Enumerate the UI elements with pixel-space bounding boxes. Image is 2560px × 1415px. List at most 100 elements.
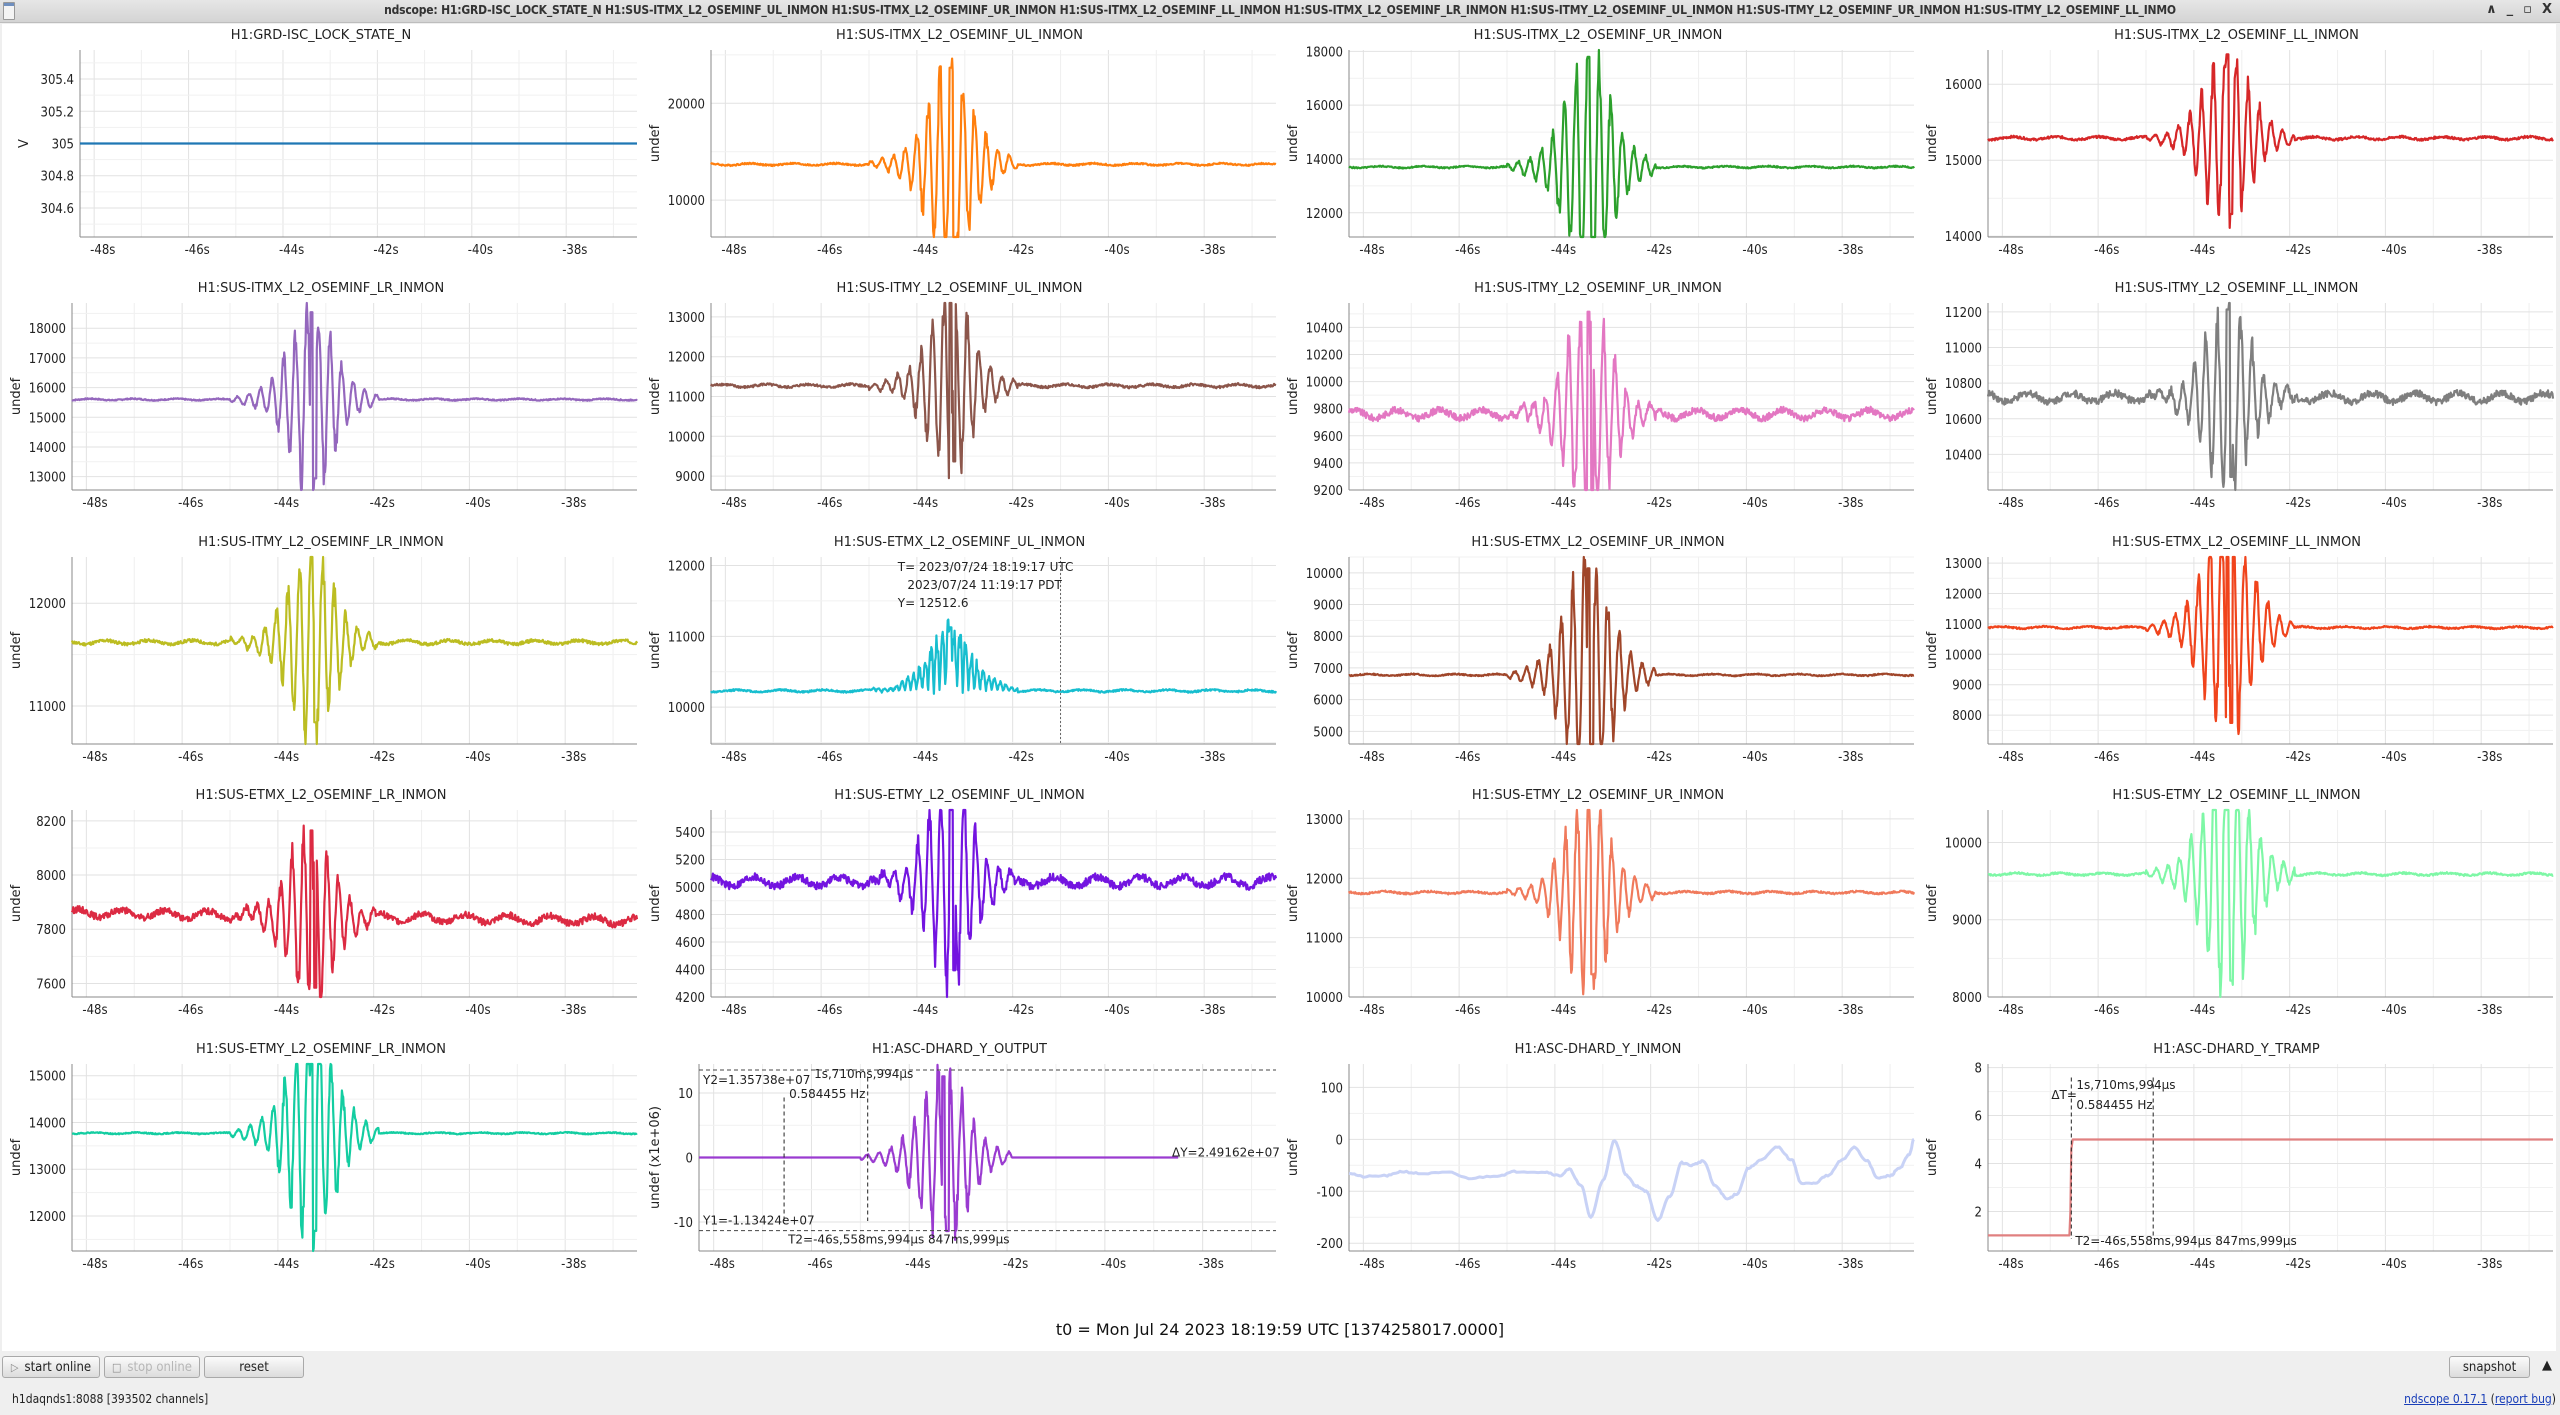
- plot-canvas[interactable]: -48s -46s -44s -42s -40s -38s 5000 6000 7000 8000…: [1279, 531, 1917, 784]
- plot-canvas[interactable]: -48s -46s -44s -42s -40s -38s 8000 9000 10000 110…: [1918, 531, 2556, 784]
- y-tick-label: 100: [1321, 1081, 1343, 1096]
- y-tick-label: 13000: [667, 311, 704, 326]
- x-tick-label: -42s: [1008, 496, 1033, 511]
- series-trace[interactable]: [1348, 48, 1915, 239]
- y-tick-label: 15000: [29, 412, 66, 427]
- series-trace[interactable]: [709, 57, 1276, 239]
- y-tick-label: 2: [1974, 1205, 1981, 1220]
- report-bug-link[interactable]: report bug: [2494, 1392, 2552, 1406]
- reset-button[interactable]: reset: [204, 1356, 304, 1378]
- plot-canvas[interactable]: -48s -46s -44s -42s -40s -38s 11000 12000 undef: [2, 531, 640, 784]
- frequency-label: 0.584455 Hz: [789, 1087, 865, 1101]
- series-trace[interactable]: [697, 1063, 1179, 1241]
- plot-canvas[interactable]: -48s -46s -44s -42s -40s -38s 8000 9000 10000 und…: [1918, 784, 2556, 1037]
- series-trace[interactable]: [1986, 302, 2554, 492]
- plot-canvas[interactable]: -48s -46s -44s -42s -40s -38s 4200 4400 4600 4800…: [641, 784, 1279, 1037]
- series-trace[interactable]: [709, 618, 1277, 695]
- y-tick-label: 10600: [1944, 413, 1981, 428]
- hover-t-label: T= 2023/07/24 18:19:17 UTC: [896, 560, 1073, 574]
- plot-h1-asc-dhard-y-tramp[interactable]: H1:ASC-DHARD_Y_TRAMP -48s -46s -44s -42s -40s…: [1918, 1038, 2556, 1291]
- stop-online-button[interactable]: □ stop online: [104, 1356, 200, 1378]
- series-trace[interactable]: [1348, 555, 1915, 745]
- maximize-button[interactable]: ▫: [2523, 2, 2532, 17]
- y-tick-label: 7600: [36, 978, 66, 993]
- y-tick-label: 10000: [1306, 567, 1343, 582]
- x-tick-label: -42s: [1647, 1257, 1672, 1272]
- plot-h1-sus-itmy-l2-oseminf-ul-inmon[interactable]: H1:SUS-ITMY_L2_OSEMINF_UL_INMON -48s -46s -…: [641, 277, 1279, 530]
- plot-canvas[interactable]: -48s -46s -44s -42s -40s -38s -200 -100 0 100 unde…: [1279, 1038, 1917, 1291]
- y-tick-label: 305.2: [41, 105, 74, 120]
- plot-h1-sus-itmx-l2-oseminf-ll-inmon[interactable]: H1:SUS-ITMX_L2_OSEMINF_LL_INMON -48s -46s -…: [1918, 24, 2556, 277]
- series-trace[interactable]: [70, 824, 639, 999]
- version-link[interactable]: ndscope 0.17.1: [2404, 1392, 2488, 1406]
- plot-canvas[interactable]: -48s -46s -44s -42s -40s -38s 13000 14000 15000 1…: [2, 277, 640, 530]
- x-tick-label: -38s: [1198, 1257, 1223, 1272]
- y-tick-label: 9000: [675, 470, 705, 485]
- plot-h1-sus-etmy-l2-oseminf-ll-inmon[interactable]: H1:SUS-ETMY_L2_OSEMINF_LL_INMON -48s -46s -…: [1918, 784, 2556, 1037]
- plot-h1-asc-dhard-y-inmon[interactable]: H1:ASC-DHARD_Y_INMON -48s -46s -44s -42s -40s…: [1279, 1038, 1917, 1291]
- plot-h1-sus-itmy-l2-oseminf-ur-inmon[interactable]: H1:SUS-ITMY_L2_OSEMINF_UR_INMON -48s -46s -…: [1279, 277, 1917, 530]
- series-trace[interactable]: [1986, 53, 2554, 229]
- y-tick-label: 16000: [1306, 99, 1343, 114]
- plot-h1-sus-itmx-l2-oseminf-ul-inmon[interactable]: H1:SUS-ITMX_L2_OSEMINF_UL_INMON -48s -46s -…: [641, 24, 1279, 277]
- series-trace[interactable]: [1987, 809, 2554, 999]
- plot-h1-asc-dhard-y-output[interactable]: H1:ASC-DHARD_Y_OUTPUT -48s -46s -44s -42s -40…: [641, 1038, 1279, 1291]
- y-tick-label: 12000: [667, 559, 704, 574]
- series-trace[interactable]: [709, 809, 1277, 999]
- x-tick-label: -42s: [2285, 1003, 2310, 1018]
- collapse-icon[interactable]: ▲: [2542, 1358, 2552, 1373]
- x-tick-label: -44s: [1551, 496, 1576, 511]
- y-tick-label: 10000: [1306, 991, 1343, 1006]
- series-trace[interactable]: [71, 302, 638, 492]
- series-trace[interactable]: [1986, 555, 2554, 735]
- plot-canvas[interactable]: -48s -46s -44s -42s -40s -38s -10 0 10 undef (x1e…: [641, 1038, 1279, 1291]
- plot-canvas[interactable]: -48s -46s -44s -42s -40s -38s 9200 9400 9600 9800…: [1279, 277, 1917, 530]
- plot-h1-sus-etmx-l2-oseminf-ur-inmon[interactable]: H1:SUS-ETMX_L2_OSEMINF_UR_INMON -48s -46s -…: [1279, 531, 1917, 784]
- series-trace[interactable]: [1987, 1137, 2553, 1237]
- x-tick-label: -48s: [1359, 243, 1384, 258]
- plot-h1-sus-itmx-l2-oseminf-lr-inmon[interactable]: H1:SUS-ITMX_L2_OSEMINF_LR_INMON -48s -46s -…: [2, 277, 640, 530]
- plot-canvas[interactable]: -48s -46s -44s -42s -40s -38s 14000 15000 16000 u…: [1918, 24, 2556, 277]
- plot-canvas[interactable]: -48s -46s -44s -42s -40s -38s 9000 10000 11000 12…: [641, 277, 1279, 530]
- plot-h1-sus-etmy-l2-oseminf-ul-inmon[interactable]: H1:SUS-ETMY_L2_OSEMINF_UL_INMON -48s -46s -…: [641, 784, 1279, 1037]
- plot-h1-sus-itmy-l2-oseminf-lr-inmon[interactable]: H1:SUS-ITMY_L2_OSEMINF_LR_INMON -48s -46s -…: [2, 531, 640, 784]
- x-tick-label: -44s: [2189, 496, 2214, 511]
- plot-h1-sus-etmx-l2-oseminf-ul-inmon[interactable]: H1:SUS-ETMX_L2_OSEMINF_UL_INMON -48s -46s -…: [641, 531, 1279, 784]
- shade-button[interactable]: ∧: [2486, 2, 2497, 17]
- plot-h1-grd-isc-lock-state-n[interactable]: H1:GRD-ISC_LOCK_STATE_N -48s -46s -44s -42s -…: [2, 24, 640, 277]
- snapshot-button[interactable]: snapshot: [2449, 1356, 2530, 1378]
- series-trace[interactable]: [1347, 809, 1916, 996]
- plot-canvas[interactable]: -48s -46s -44s -42s -40s -38s 12000 14000 16000 1…: [1279, 24, 1917, 277]
- plot-canvas[interactable]: -48s -46s -44s -42s -40s -38s 12000 13000 14000 1…: [2, 1038, 640, 1291]
- series-trace[interactable]: [70, 555, 639, 745]
- plot-canvas[interactable]: -48s -46s -44s -42s -40s -38s 10000 11000 12000 u…: [641, 531, 1279, 784]
- start-online-label: start online: [24, 1359, 92, 1375]
- plot-canvas[interactable]: -48s -46s -44s -42s -40s -38s 10000 11000 12000 1…: [1279, 784, 1917, 1037]
- y-axis-label: undef: [9, 631, 24, 669]
- x-tick-label: -44s: [2189, 1003, 2214, 1018]
- plot-h1-sus-itmy-l2-oseminf-ll-inmon[interactable]: H1:SUS-ITMY_L2_OSEMINF_LL_INMON -48s -46s -…: [1918, 277, 2556, 530]
- plot-h1-sus-itmx-l2-oseminf-ur-inmon[interactable]: H1:SUS-ITMX_L2_OSEMINF_UR_INMON -48s -46s -…: [1279, 24, 1917, 277]
- plot-canvas[interactable]: -48s -46s -44s -42s -40s -38s 7600 7800 8000 8200…: [2, 784, 640, 1037]
- plot-canvas[interactable]: -48s -46s -44s -42s -40s -38s 10000 20000 undef: [641, 24, 1279, 277]
- series-trace[interactable]: [709, 302, 1276, 480]
- plot-canvas[interactable]: -48s -46s -44s -42s -40s -38s 304.6 304.8 305 305…: [2, 24, 640, 277]
- x-tick-label: -46s: [1455, 243, 1480, 258]
- plot-h1-sus-etmx-l2-oseminf-lr-inmon[interactable]: H1:SUS-ETMX_L2_OSEMINF_LR_INMON -48s -46s -…: [2, 784, 640, 1037]
- plot-title: H1:SUS-ETMY_L2_OSEMINF_UR_INMON: [1471, 788, 1725, 804]
- plot-canvas[interactable]: -48s -46s -44s -42s -40s -38s 2 4 6 8 undef ΔT=1s,7…: [1918, 1038, 2556, 1291]
- y-tick-label: 305.4: [41, 73, 74, 88]
- plot-canvas[interactable]: -48s -46s -44s -42s -40s -38s 10400 10600 10800 1…: [1918, 277, 2556, 530]
- plot-grid[interactable]: H1:GRD-ISC_LOCK_STATE_N -48s -46s -44s -42s -…: [2, 24, 2556, 1351]
- series-trace[interactable]: [1347, 310, 1915, 492]
- close-button[interactable]: X: [2541, 2, 2552, 17]
- series-trace[interactable]: [71, 1062, 638, 1252]
- plot-h1-sus-etmx-l2-oseminf-ll-inmon[interactable]: H1:SUS-ETMX_L2_OSEMINF_LL_INMON -48s -46s -…: [1918, 531, 2556, 784]
- series-trace[interactable]: [1348, 1137, 1915, 1222]
- x-tick-label: -46s: [817, 1003, 842, 1018]
- minimize-button[interactable]: _: [2506, 2, 2514, 17]
- plot-h1-sus-etmy-l2-oseminf-ur-inmon[interactable]: H1:SUS-ETMY_L2_OSEMINF_UR_INMON -48s -46s -…: [1279, 784, 1917, 1037]
- y-tick-label: 9000: [1952, 914, 1982, 929]
- plot-h1-sus-etmy-l2-oseminf-lr-inmon[interactable]: H1:SUS-ETMY_L2_OSEMINF_LR_INMON -48s -46s -…: [2, 1038, 640, 1291]
- start-online-button[interactable]: ▷ start online: [2, 1356, 100, 1378]
